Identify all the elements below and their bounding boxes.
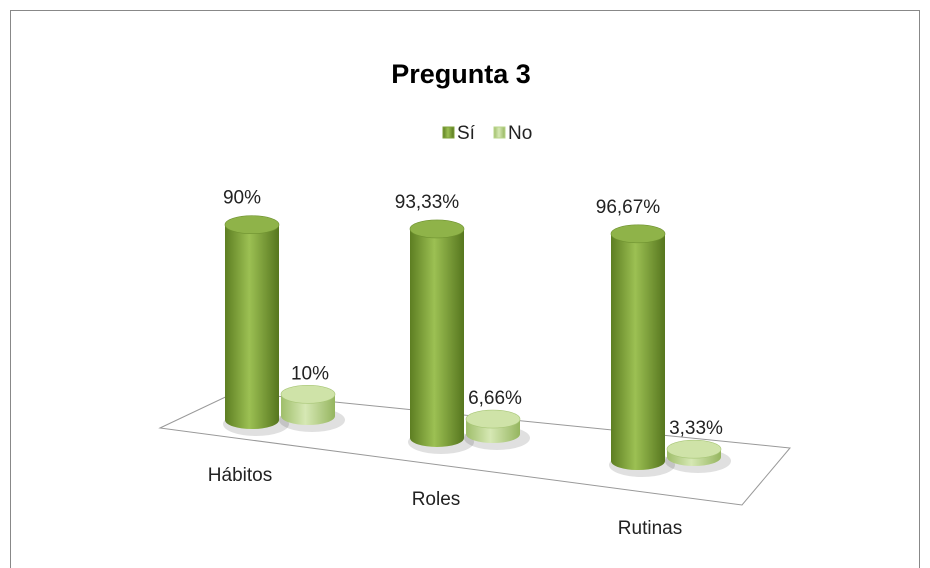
bar-body bbox=[611, 233, 665, 470]
legend-label: No bbox=[508, 123, 532, 144]
data-label: 6,66% bbox=[468, 388, 522, 409]
legend-label: Sí bbox=[457, 123, 476, 144]
x-tick-label: Hábitos bbox=[208, 465, 272, 486]
bar-top bbox=[610, 224, 666, 244]
data-label: 96,67% bbox=[596, 197, 661, 218]
bar-top bbox=[224, 215, 280, 234]
bar-top bbox=[465, 409, 521, 429]
legend-swatch bbox=[493, 126, 506, 139]
chart-frame bbox=[10, 10, 920, 568]
data-label: 10% bbox=[291, 363, 329, 384]
x-tick-label: Roles bbox=[412, 489, 461, 510]
bar-top bbox=[280, 384, 336, 404]
bar-body bbox=[225, 224, 279, 429]
x-tick-label: Rutinas bbox=[618, 518, 682, 539]
chart-title: Pregunta 3 bbox=[391, 59, 531, 89]
data-label: 90% bbox=[223, 188, 261, 209]
bar-top bbox=[666, 439, 722, 459]
legend-swatch bbox=[442, 126, 455, 139]
bar-top bbox=[409, 219, 465, 239]
bar-body bbox=[410, 228, 464, 447]
data-label: 93,33% bbox=[395, 192, 460, 213]
data-label: 3,33% bbox=[669, 418, 723, 439]
